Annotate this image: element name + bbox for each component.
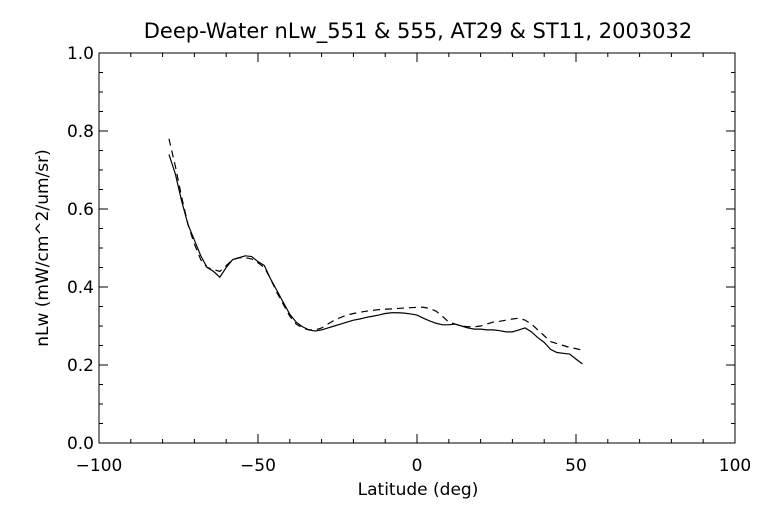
x-axis-title: Latitude (deg) xyxy=(358,480,479,500)
y-axis-ticks xyxy=(99,52,735,444)
y-tick-label: 0.8 xyxy=(67,122,94,142)
x-tick-label: −100 xyxy=(76,456,123,476)
series-line-solid xyxy=(168,154,583,365)
y-tick-label: 0.0 xyxy=(67,434,94,454)
series-group xyxy=(168,138,583,365)
plot-frame xyxy=(98,52,736,444)
y-tick-label: 0.6 xyxy=(67,200,94,220)
y-tick-label: 0.4 xyxy=(67,278,94,298)
x-axis-tick-labels: −100 −50 0 50 100 xyxy=(76,456,752,476)
y-tick-label: 0.2 xyxy=(67,356,94,376)
y-axis-title: nLw (mW/cm^2/um/sr) xyxy=(33,149,53,347)
x-tick-label: 100 xyxy=(719,456,751,476)
chart-title: Deep-Water nLw_551 & 555, AT29 & ST11, 2… xyxy=(144,19,693,44)
y-tick-label: 1.0 xyxy=(67,44,94,64)
y-axis-tick-labels: 0.0 0.2 0.4 0.6 0.8 1.0 xyxy=(67,44,94,454)
x-tick-label: 0 xyxy=(412,456,423,476)
x-axis-ticks xyxy=(98,53,736,443)
series-line-dashed xyxy=(168,138,583,351)
x-tick-label: −50 xyxy=(240,456,276,476)
x-tick-label: 50 xyxy=(565,456,587,476)
